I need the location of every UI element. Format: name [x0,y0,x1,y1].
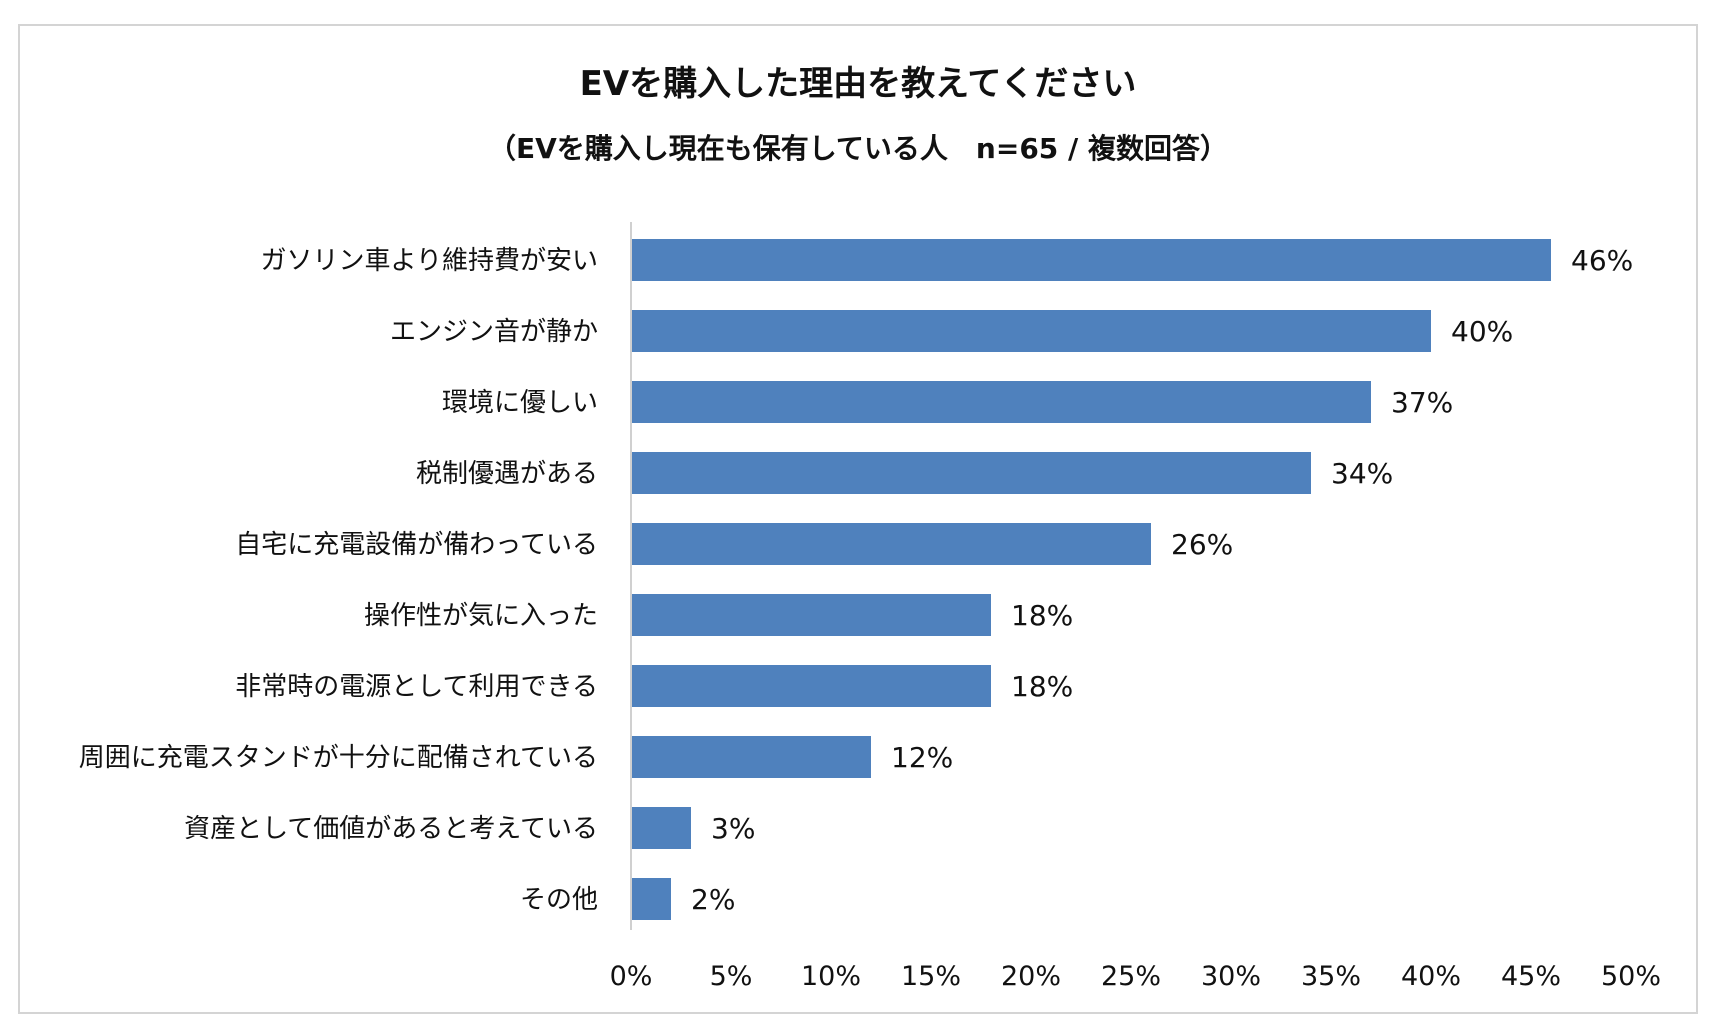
x-tick-label-10: 45% [1501,961,1561,992]
category-label-3: 環境に優しい [442,388,598,418]
bar-5 [631,523,1151,565]
bar-8 [631,736,871,778]
value-label-2: 40% [1451,315,1513,348]
value-label-8: 12% [891,741,953,774]
labels-layer: ガソリン車より維持費が安い 46% エンジン音が静か 40% 環境に優しい 37% 税制優遇… [79,244,1633,916]
x-tick-label-8: 35% [1301,961,1361,992]
chart-subtitle: （EVを購入し現在も保有している人 n=65 / 複数回答） [488,132,1228,165]
value-label-3: 37% [1391,386,1453,419]
category-label-6: 操作性が気に入った [364,601,598,631]
bars-layer [631,239,1551,920]
bar-1 [631,239,1551,281]
value-label-9: 3% [711,812,755,845]
category-label-7: 非常時の電源として利用できる [235,672,598,702]
category-label-1: ガソリン車より維持費が安い [261,246,598,276]
x-tick-label-9: 40% [1401,961,1461,992]
category-label-5: 自宅に充電設備が備わっている [235,530,598,560]
value-label-4: 34% [1331,457,1393,490]
ticks-layer: 0% 5% 10% 15% 20% 25% 30% 35% 40% 45% 50% [610,961,1661,992]
category-label-4: 税制優遇がある [416,459,598,489]
bar-9 [631,807,691,849]
bar-10 [631,878,671,920]
value-label-10: 2% [691,883,735,916]
value-label-5: 26% [1171,528,1233,561]
value-label-7: 18% [1011,670,1073,703]
value-label-1: 46% [1571,244,1633,277]
x-tick-label-11: 50% [1601,961,1661,992]
bar-2 [631,310,1431,352]
chart-title: EVを購入した理由を教えてください [580,64,1137,104]
x-tick-label-2: 5% [710,961,753,992]
category-label-8: 周囲に充電スタンドが十分に配備されている [79,743,598,773]
x-tick-label-7: 30% [1201,961,1261,992]
bar-6 [631,594,991,636]
x-tick-label-6: 25% [1101,961,1161,992]
x-tick-label-4: 15% [901,961,961,992]
bar-4 [631,452,1311,494]
category-label-9: 資産として価値があると考えている [184,814,598,844]
x-tick-label-5: 20% [1001,961,1061,992]
category-label-2: エンジン音が静か [390,317,598,347]
value-label-6: 18% [1011,599,1073,632]
chart-frame [18,24,1698,1014]
x-tick-label-3: 10% [801,961,861,992]
x-tick-label-1: 0% [610,961,653,992]
bar-7 [631,665,991,707]
category-label-10: その他 [520,885,598,915]
bar-3 [631,381,1371,423]
